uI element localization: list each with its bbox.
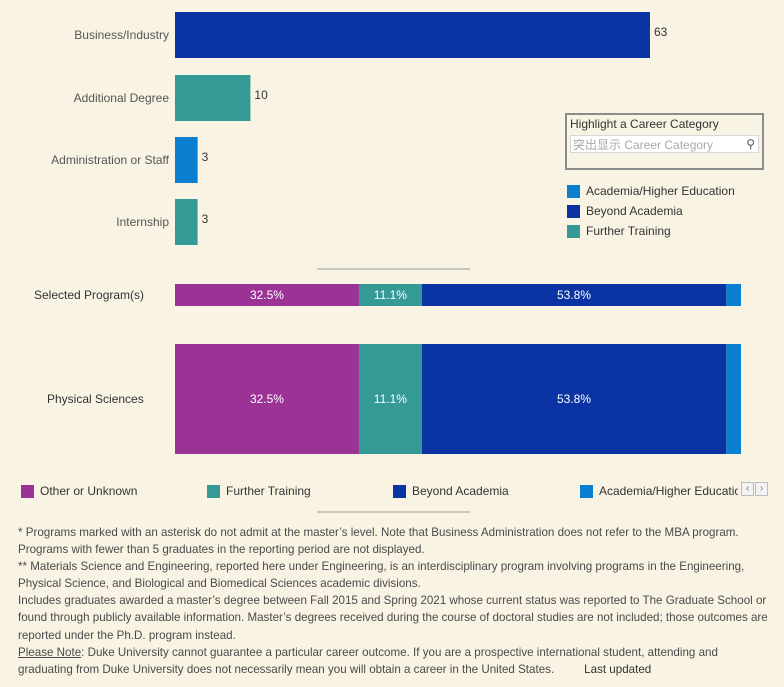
stack-label-other-or-unknown-physical-sciences: 32.5% — [250, 392, 284, 406]
row-label-selected-program-s: Selected Program(s) — [34, 288, 144, 302]
legend-scroll-controls: ‹ › — [740, 482, 768, 496]
legend-swatch — [580, 484, 593, 498]
search-icon[interactable]: ⚲ — [746, 137, 755, 151]
legend-item-beyond-academia-bottom[interactable]: Beyond Academia — [393, 481, 509, 501]
stack-label-further-training-physical-sciences: 11.1% — [374, 392, 407, 406]
legend-label: Academia/Higher Education — [599, 484, 738, 498]
legend-bottom: Other or Unknown Further Training Beyond… — [0, 481, 784, 499]
footnote-please-note: Please Note: Duke University cannot guar… — [18, 644, 773, 678]
stack-label-beyond-academia-selected-program-s: 53.8% — [557, 288, 591, 302]
divider-bottom — [317, 511, 470, 513]
row-label-physical-sciences: Physical Sciences — [47, 392, 144, 406]
legend-right: Academia/Higher Education Beyond Academi… — [567, 181, 735, 241]
highlight-panel: Highlight a Career Category ⚲ — [565, 113, 764, 170]
career-outcomes-chart: Business/Industry 63 Additional Degree 10 Ad… — [34, 12, 741, 454]
stack-segment-academia-higher-education-physical-sciences — [726, 344, 741, 454]
legend-label: Beyond Academia — [412, 484, 509, 498]
legend-item-further-training-bottom[interactable]: Further Training — [207, 481, 311, 501]
legend-clip: Academia/Higher Education — [580, 481, 738, 499]
chevron-right-icon[interactable]: › — [755, 482, 768, 496]
stack-label-beyond-academia-physical-sciences: 53.8% — [557, 392, 591, 406]
legend-swatch — [207, 484, 220, 498]
stack-segment-beyond-academia-physical-sciences — [421, 344, 727, 454]
value-label-business-industry: 63 — [654, 25, 668, 39]
legend-item-further-training[interactable]: Further Training — [567, 221, 735, 241]
chevron-left-icon[interactable]: ‹ — [741, 482, 754, 496]
legend-swatch — [21, 484, 34, 498]
please-note-text: : Duke University cannot guarantee a par… — [18, 645, 718, 676]
stack-label-other-or-unknown-selected-program-s: 32.5% — [250, 288, 284, 302]
legend-label: Academia/Higher Education — [586, 184, 735, 198]
bar-business-industry — [175, 12, 650, 58]
legend-item-academia[interactable]: Academia/Higher Education — [567, 181, 735, 201]
category-label-internship: Internship — [116, 215, 169, 229]
category-label-administration-or-staff: Administration or Staff — [51, 153, 169, 167]
legend-label: Other or Unknown — [40, 484, 138, 498]
footnote-double-asterisk: ** Materials Science and Engineering, re… — [18, 560, 745, 591]
bar-internship — [175, 199, 198, 245]
last-updated: Last updated — [584, 662, 652, 676]
legend-label: Further Training — [226, 484, 311, 498]
category-label-additional-degree: Additional Degree — [74, 91, 170, 105]
footnote-asterisk: * Programs marked with an asterisk do no… — [18, 526, 739, 557]
value-label-additional-degree: 10 — [254, 88, 268, 102]
legend-item-academia-bottom[interactable]: Academia/Higher Education — [580, 481, 738, 499]
legend-label: Beyond Academia — [586, 204, 683, 218]
category-label-business-industry: Business/Industry — [74, 28, 169, 42]
value-label-internship: 3 — [202, 212, 209, 226]
legend-swatch — [567, 204, 580, 218]
bar-administration-or-staff — [175, 137, 198, 183]
footnotes: * Programs marked with an asterisk do no… — [18, 524, 773, 678]
footnote-includes: Includes graduates awarded a master’s de… — [18, 594, 768, 642]
value-label-administration-or-staff: 3 — [202, 150, 209, 164]
legend-label: Further Training — [586, 224, 671, 238]
legend-swatch — [567, 184, 580, 198]
please-note-label: Please Note — [18, 645, 82, 659]
highlight-search-input[interactable] — [571, 137, 743, 153]
divider-top — [317, 268, 470, 270]
stack-label-further-training-selected-program-s: 11.1% — [374, 288, 407, 302]
stack-segment-other-or-unknown-selected-program-s — [175, 284, 359, 306]
highlight-title: Highlight a Career Category — [570, 117, 719, 131]
highlight-search-box[interactable]: ⚲ — [570, 135, 759, 153]
stack-segment-further-training-physical-sciences — [358, 344, 422, 454]
legend-swatch — [393, 484, 406, 498]
legend-item-other-unknown[interactable]: Other or Unknown — [21, 481, 137, 501]
stack-segment-further-training-selected-program-s — [358, 284, 422, 306]
legend-item-beyond-academia[interactable]: Beyond Academia — [567, 201, 735, 221]
stack-segment-academia-higher-education-selected-program-s — [726, 284, 741, 306]
stack-segment-other-or-unknown-physical-sciences — [175, 344, 359, 454]
bar-additional-degree — [175, 75, 251, 121]
legend-swatch — [567, 224, 580, 238]
stack-segment-beyond-academia-selected-program-s — [421, 284, 727, 306]
